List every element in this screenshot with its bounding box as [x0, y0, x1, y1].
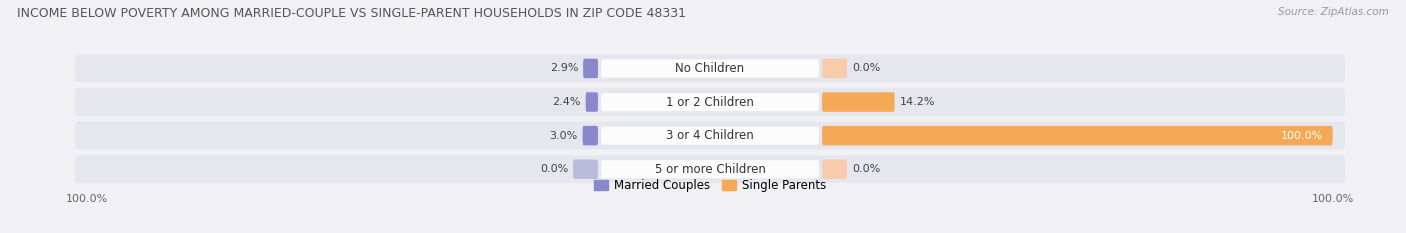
Text: 2.4%: 2.4%	[553, 97, 581, 107]
Text: Source: ZipAtlas.com: Source: ZipAtlas.com	[1278, 7, 1389, 17]
Text: 100.0%: 100.0%	[1281, 131, 1323, 141]
Text: 2.9%: 2.9%	[550, 63, 578, 73]
FancyBboxPatch shape	[582, 126, 598, 145]
FancyBboxPatch shape	[75, 122, 1346, 149]
Legend: Married Couples, Single Parents: Married Couples, Single Parents	[589, 174, 831, 197]
Text: 14.2%: 14.2%	[900, 97, 935, 107]
FancyBboxPatch shape	[602, 93, 818, 111]
FancyBboxPatch shape	[823, 159, 846, 179]
FancyBboxPatch shape	[823, 126, 1333, 145]
FancyBboxPatch shape	[823, 59, 846, 78]
Text: 0.0%: 0.0%	[540, 164, 568, 174]
Text: INCOME BELOW POVERTY AMONG MARRIED-COUPLE VS SINGLE-PARENT HOUSEHOLDS IN ZIP COD: INCOME BELOW POVERTY AMONG MARRIED-COUPL…	[17, 7, 686, 20]
FancyBboxPatch shape	[75, 55, 1346, 82]
Text: 3 or 4 Children: 3 or 4 Children	[666, 129, 754, 142]
Text: 3.0%: 3.0%	[550, 131, 578, 141]
FancyBboxPatch shape	[602, 160, 818, 178]
Text: 0.0%: 0.0%	[852, 164, 880, 174]
FancyBboxPatch shape	[586, 92, 598, 112]
FancyBboxPatch shape	[574, 159, 598, 179]
FancyBboxPatch shape	[583, 59, 598, 78]
FancyBboxPatch shape	[602, 127, 818, 145]
FancyBboxPatch shape	[75, 88, 1346, 116]
FancyBboxPatch shape	[823, 92, 894, 112]
FancyBboxPatch shape	[602, 59, 818, 78]
FancyBboxPatch shape	[75, 155, 1346, 183]
Text: No Children: No Children	[675, 62, 745, 75]
Text: 5 or more Children: 5 or more Children	[655, 163, 765, 176]
Text: 1 or 2 Children: 1 or 2 Children	[666, 96, 754, 109]
Text: 0.0%: 0.0%	[852, 63, 880, 73]
